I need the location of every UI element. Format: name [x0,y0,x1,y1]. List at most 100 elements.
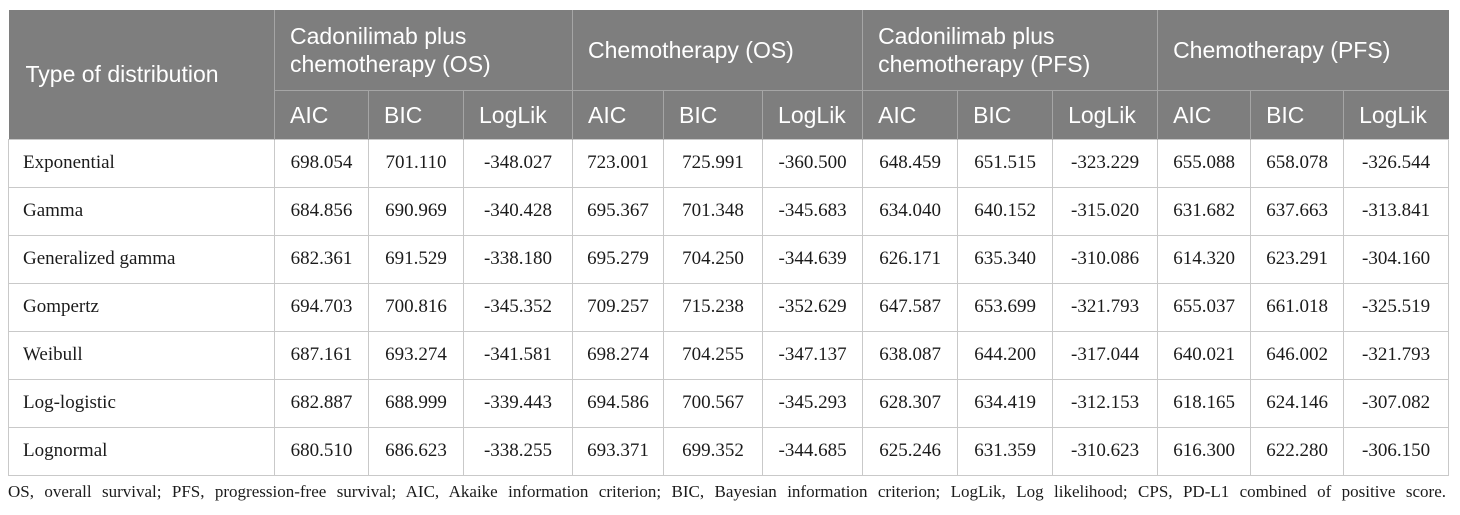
metric-value-cell: 640.021 [1157,330,1252,380]
metric-value-cell: -315.020 [1052,186,1159,236]
metric-value-cell: 701.110 [368,138,464,188]
group-header-chemo-pfs: Chemotherapy (PFS) [1157,10,1449,90]
metric-value-cell: 693.371 [572,426,665,476]
metric-value-cell: -352.629 [762,282,864,332]
metric-value-cell: 647.587 [862,282,959,332]
subheader-loglik: LogLik [762,89,863,139]
subheader-aic: AIC [274,89,369,139]
distribution-name-cell: Exponential [8,138,275,188]
subheader-bic: BIC [368,89,464,139]
table-body: Exponential 698.054 701.110 -348.027 723.00… [8,138,1450,476]
subheader-bic: BIC [957,89,1053,139]
subheader-bic: BIC [663,89,763,139]
metric-value-cell: 694.586 [572,378,665,428]
metric-value-cell: 655.037 [1157,282,1252,332]
metric-value-cell: -310.623 [1052,426,1159,476]
distribution-name-cell: Generalized gamma [8,234,275,284]
metric-value-cell: -338.255 [462,426,574,476]
table-row: Exponential 698.054 701.110 -348.027 723.00… [8,138,1450,188]
metric-value-cell: -344.639 [762,234,864,284]
metric-value-cell: 631.359 [957,426,1054,476]
distribution-name-cell: Gamma [8,186,275,236]
metric-value-cell: 680.510 [274,426,369,476]
metric-value-cell: -307.082 [1343,378,1450,428]
distribution-name-cell: Gompertz [8,282,275,332]
metric-value-cell: 715.238 [663,282,764,332]
metric-value-cell: -310.086 [1052,234,1159,284]
metric-value-cell: -345.293 [762,378,864,428]
metric-value-cell: 700.816 [368,282,464,332]
table-row: Generalized gamma 682.361 691.529 -338.180… [8,234,1450,284]
metric-value-cell: -339.443 [462,378,574,428]
metric-value-cell: 693.274 [368,330,464,380]
subheader-aic: AIC [572,89,664,139]
metric-value-cell: -321.793 [1052,282,1159,332]
table-row: Gompertz 694.703 700.816 -345.352 709.257 71… [8,282,1450,332]
subheader-loglik: LogLik [1343,89,1449,139]
metric-value-cell: 699.352 [663,426,764,476]
metric-value-cell: -326.544 [1343,138,1450,188]
metric-value-cell: 653.699 [957,282,1054,332]
metric-value-cell: -345.683 [762,186,864,236]
subheader-loglik: LogLik [1052,89,1158,139]
table-row: Weibull 687.161 693.274 -341.581 698.274 704… [8,330,1450,380]
metric-value-cell: 634.419 [957,378,1054,428]
metric-value-cell: -338.180 [462,234,574,284]
metric-value-cell: -306.150 [1343,426,1450,476]
metric-value-cell: 616.300 [1157,426,1252,476]
metric-value-cell: 690.969 [368,186,464,236]
group-header-cado-os: Cadonilimab plus chemotherapy (OS) [273,10,573,90]
metric-value-cell: 631.682 [1157,186,1252,236]
metric-value-cell: -317.044 [1052,330,1159,380]
distribution-name-cell: Log-logistic [8,378,275,428]
metric-value-cell: -344.685 [762,426,864,476]
metric-value-cell: -325.519 [1343,282,1450,332]
table-row: Log-logistic 682.887 688.999 -339.443 694.5… [8,378,1450,428]
subheader-loglik: LogLik [462,89,573,139]
metric-value-cell: -348.027 [462,138,574,188]
metric-value-cell: 682.887 [274,378,369,428]
metric-value-cell: 725.991 [663,138,764,188]
subheader-aic: AIC [1157,89,1251,139]
metric-value-cell: 695.367 [572,186,665,236]
distribution-name-cell: Lognormal [8,426,275,476]
metric-value-cell: 640.152 [957,186,1054,236]
metric-value-cell: -304.160 [1343,234,1450,284]
metric-value-cell: 624.146 [1250,378,1345,428]
metric-value-cell: 691.529 [368,234,464,284]
corner-header-cell: Type of distribution [8,10,275,139]
metric-value-cell: 651.515 [957,138,1054,188]
metric-value-cell: 637.663 [1250,186,1345,236]
metric-value-cell: 687.161 [274,330,369,380]
metric-value-cell: 614.320 [1157,234,1252,284]
metric-value-cell: 698.274 [572,330,665,380]
metric-value-cell: 646.002 [1250,330,1345,380]
metric-value-cell: 634.040 [862,186,959,236]
subheader-aic: AIC [862,89,958,139]
metric-value-cell: 644.200 [957,330,1054,380]
metric-value-cell: 682.361 [274,234,369,284]
metric-value-cell: 618.165 [1157,378,1252,428]
metric-value-cell: 698.054 [274,138,369,188]
metric-value-cell: 635.340 [957,234,1054,284]
metric-value-cell: -340.428 [462,186,574,236]
metric-value-cell: 661.018 [1250,282,1345,332]
metric-value-cell: 625.246 [862,426,959,476]
metric-value-cell: -341.581 [462,330,574,380]
metric-value-cell: 626.171 [862,234,959,284]
metric-value-cell: -312.153 [1052,378,1159,428]
table-row: Lognormal 680.510 686.623 -338.255 693.371 6… [8,426,1450,476]
group-header-row: Type of distribution Cadonilimab plus ch… [8,10,1449,139]
table-footnote: OS, overall survival; PFS, progression-f… [8,482,1446,501]
metric-value-cell: 704.250 [663,234,764,284]
metric-value-cell: 655.088 [1157,138,1252,188]
group-header-chemo-os: Chemotherapy (OS) [572,10,863,90]
metric-value-cell: 638.087 [862,330,959,380]
group-header-cado-pfs: Cadonilimab plus chemotherapy (PFS) [862,10,1158,90]
results-table: Type of distribution Cadonilimab plus ch… [8,10,1450,476]
metric-value-cell: -313.841 [1343,186,1450,236]
metric-value-cell: 700.567 [663,378,764,428]
metric-value-cell: -360.500 [762,138,864,188]
table-header: Type of distribution Cadonilimab plus ch… [8,10,1449,139]
